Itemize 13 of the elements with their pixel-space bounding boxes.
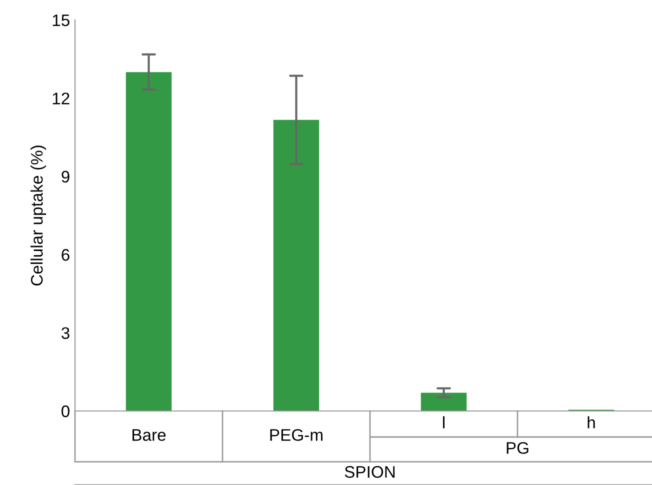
text: SPION	[344, 466, 395, 478]
y-axis-title: Cellular uptake (%)	[30, 146, 46, 286]
x-tick-label: PEG-m	[270, 429, 322, 441]
x-tick-label: Bare	[132, 429, 166, 441]
y-tick-label: 12	[52, 92, 70, 104]
x-tick-label: h	[588, 416, 595, 428]
y-tick-label: 3	[62, 327, 70, 340]
y-tick-label: 9	[62, 170, 70, 183]
y-tick-label: 0	[62, 405, 70, 418]
text: PG	[506, 442, 528, 454]
x-tick-label: l	[443, 416, 444, 428]
y-tick-label: 15	[52, 14, 70, 26]
y-tick-label: 6	[62, 249, 70, 261]
